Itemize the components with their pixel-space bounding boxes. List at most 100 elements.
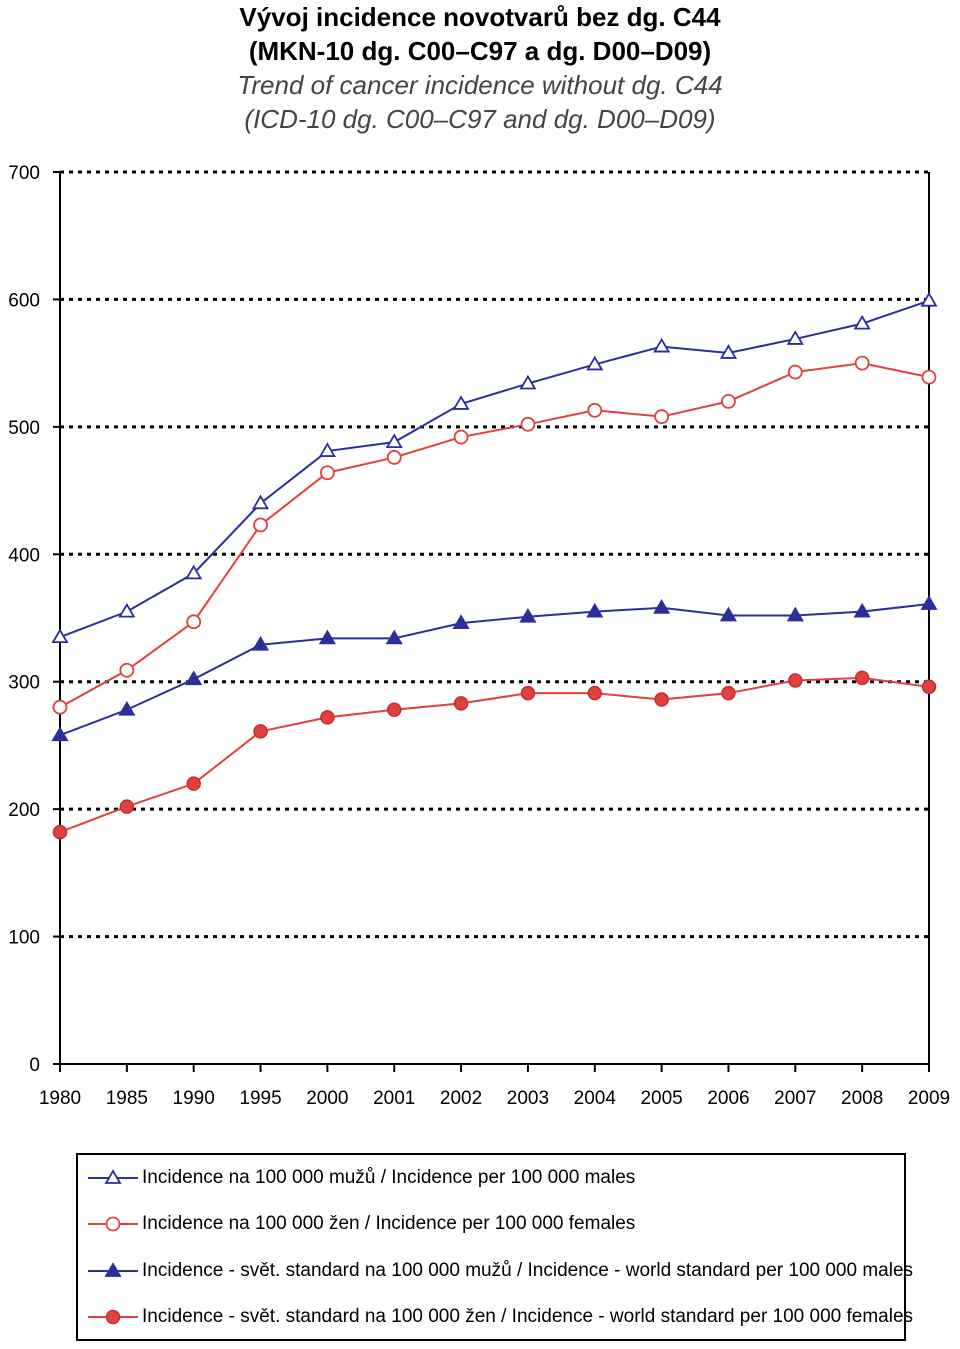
y-tick-label-300: 300	[8, 673, 40, 694]
grid-lines	[60, 170, 929, 939]
data-point-s3-1995	[253, 724, 268, 739]
series-line-0	[59, 299, 930, 639]
data-point-s1-2000	[319, 465, 335, 481]
data-point-s3-1980	[52, 824, 68, 840]
data-point-s1-2005	[654, 409, 670, 425]
legend-item-males: Incidence na 100 000 mužů / Incidence pe…	[86, 1163, 635, 1193]
y-tick-label-700: 700	[8, 163, 40, 184]
data-point-s3-2005	[654, 692, 669, 707]
chart-titles: Vývoj incidence novotvarů bez dg. C44 (M…	[0, 0, 960, 136]
data-point-s1-2004	[587, 402, 603, 418]
data-point-s2-2000	[318, 629, 336, 645]
data-point-s2-1990	[185, 670, 203, 686]
data-point-s1-2001	[386, 450, 402, 465]
data-point-s0-2002	[452, 395, 470, 410]
data-point-s3-2003	[520, 685, 536, 701]
data-point-s2-2003	[519, 607, 537, 623]
data-point-s1-1990	[186, 614, 202, 630]
title-cz-line-2: (MKN-10 dg. C00–C97 a dg. D00–D09)	[248, 36, 712, 66]
data-point-s3-2009	[921, 679, 937, 695]
data-point-s1-2006	[721, 393, 736, 409]
x-tick-label-2005: 2005	[640, 1088, 682, 1109]
data-point-s2-2009	[920, 595, 938, 610]
y-tick-label-400: 400	[8, 545, 40, 566]
data-point-s3-2004	[587, 685, 603, 701]
data-point-s3-1990	[186, 776, 201, 791]
x-tick-label-2004: 2004	[574, 1088, 617, 1109]
y-tick-label-200: 200	[8, 800, 40, 821]
data-point-s1-1995	[253, 517, 268, 533]
x-tick-label-1985: 1985	[106, 1088, 148, 1109]
data-point-s2-2001	[385, 629, 403, 645]
data-point-s2-1980	[51, 726, 69, 742]
series-line-2	[59, 602, 930, 737]
x-tick-label-2007: 2007	[774, 1088, 816, 1109]
legend-label-females: Incidence na 100 000 žen / Incidence per…	[142, 1213, 636, 1234]
legend-marker-triangle-open	[88, 1169, 138, 1184]
data-point-s1-1985	[119, 662, 135, 678]
legend-item-world-males: Incidence - svět. standard na 100 000 mu…	[86, 1256, 913, 1286]
data-point-s0-2003	[519, 374, 537, 390]
series-1	[52, 355, 937, 715]
data-point-s2-1995	[251, 635, 270, 651]
data-point-s2-2006	[719, 606, 738, 622]
line-chart: 0 100 200 300 400 500 600 700 1980 1985 1990 1995 20…	[8, 163, 950, 1109]
data-point-s3-2006	[721, 685, 736, 701]
x-tick-label-1995: 1995	[239, 1088, 281, 1109]
data-point-s0-1985	[118, 602, 136, 618]
y-tick-label-500: 500	[8, 418, 40, 439]
x-tick-label-2001: 2001	[373, 1088, 415, 1109]
data-point-s3-2007	[788, 673, 803, 688]
data-point-s0-1980	[51, 628, 69, 644]
y-tick-label-0: 0	[29, 1055, 40, 1076]
data-point-s0-2007	[786, 330, 804, 345]
data-point-s1-2002	[453, 429, 469, 445]
data-point-s3-2008	[854, 670, 870, 686]
x-tick-label-1980: 1980	[39, 1088, 81, 1109]
legend-marker-triangle-filled	[88, 1262, 138, 1277]
data-point-s2-2005	[653, 599, 671, 614]
series-3	[52, 670, 937, 840]
x-tick-label-2003: 2003	[507, 1088, 549, 1109]
x-tick-label-2002: 2002	[440, 1088, 482, 1109]
x-tick-label-2000: 2000	[306, 1088, 348, 1109]
series-2	[51, 595, 938, 742]
series-line-3	[59, 676, 930, 834]
data-point-s1-2007	[787, 364, 803, 380]
data-point-s1-2008	[854, 355, 870, 371]
y-tick-label-600: 600	[8, 290, 40, 311]
data-point-s0-1995	[251, 494, 270, 510]
legend-label-world-females: Incidence - svět. standard na 100 000 že…	[142, 1306, 914, 1327]
data-point-s0-1990	[185, 564, 203, 580]
legend-marker-circle-open	[88, 1216, 138, 1232]
legend-marker-circle-filled	[88, 1309, 138, 1325]
title-en-line-1: Trend of cancer incidence without dg. C4…	[237, 70, 723, 100]
data-point-s2-2002	[452, 614, 470, 629]
series-line-1	[59, 362, 930, 709]
data-point-s3-2002	[453, 696, 469, 711]
data-point-s0-2008	[853, 314, 871, 330]
x-tick-label-2006: 2006	[707, 1088, 749, 1109]
series-layer	[51, 291, 938, 840]
data-point-s0-2001	[385, 433, 403, 449]
data-point-s2-1985	[118, 700, 136, 716]
data-point-s1-2009	[921, 369, 937, 385]
y-tick-label-100: 100	[8, 928, 40, 949]
series-0	[51, 291, 938, 644]
data-point-s3-1985	[119, 799, 135, 814]
title-cz-line-1: Vývoj incidence novotvarů bez dg. C44	[239, 2, 721, 32]
chart-legend: Incidence na 100 000 mužů / Incidence pe…	[76, 1153, 913, 1341]
data-point-s0-2009	[920, 291, 938, 307]
x-tick-label-2008: 2008	[841, 1088, 883, 1109]
data-point-s2-2004	[586, 602, 604, 618]
data-point-s0-2006	[719, 344, 738, 359]
data-point-s2-2008	[853, 602, 871, 618]
data-point-s3-2001	[386, 702, 402, 717]
title-en-line-2: (ICD-10 dg. C00–C97 and dg. D00–D09)	[244, 104, 716, 134]
data-point-s2-2007	[786, 606, 804, 622]
axes: 0 100 200 300 400 500 600 700 1980 1985 1990 1995 20…	[8, 163, 950, 1109]
legend-item-females: Incidence na 100 000 žen / Incidence per…	[86, 1209, 635, 1239]
data-point-s3-2000	[320, 710, 335, 725]
x-tick-label-2009: 2009	[908, 1088, 950, 1109]
legend-label-world-males: Incidence - svět. standard na 100 000 mu…	[142, 1260, 914, 1281]
